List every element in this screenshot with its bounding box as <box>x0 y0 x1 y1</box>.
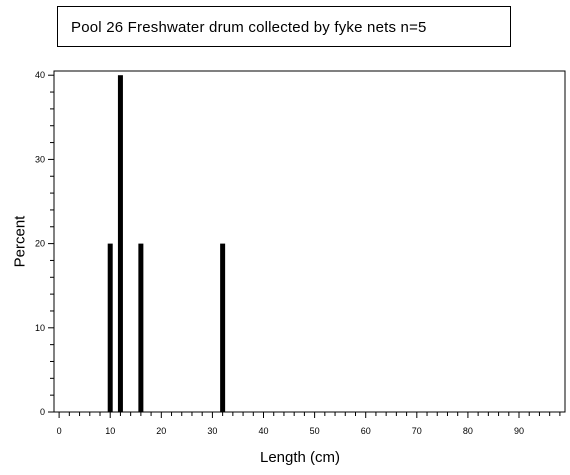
x-tick-label: 70 <box>412 426 422 436</box>
chart-title-box: Pool 26 Freshwater drum collected by fyk… <box>57 6 511 47</box>
x-tick-label: 10 <box>105 426 115 436</box>
y-tick-label: 0 <box>40 407 45 417</box>
bar <box>117 75 123 413</box>
y-axis: 0 10 20 30 40 <box>35 70 54 417</box>
x-tick-label: 30 <box>207 426 217 436</box>
x-tick-label: 50 <box>310 426 320 436</box>
bars-group <box>107 75 226 413</box>
x-tick-label: 80 <box>463 426 473 436</box>
plot-frame <box>53 70 566 413</box>
x-axis-label: Length (cm) <box>260 449 341 466</box>
y-axis-label: Percent <box>11 215 29 268</box>
bar <box>138 243 144 412</box>
y-tick-label: 10 <box>35 323 45 333</box>
x-tick-label: 20 <box>156 426 166 436</box>
bar <box>220 243 226 412</box>
bar <box>107 243 113 412</box>
x-tick-label: 60 <box>361 426 371 436</box>
chart-title: Pool 26 Freshwater drum collected by fyk… <box>71 19 427 36</box>
x-tick-label: 0 <box>57 426 62 436</box>
y-tick-label: 40 <box>35 70 45 80</box>
x-tick-label: 40 <box>259 426 269 436</box>
y-tick-label: 20 <box>35 239 45 249</box>
y-tick-label: 30 <box>35 154 45 164</box>
x-axis: 0 10 20 30 40 50 60 70 80 90 <box>57 412 561 436</box>
x-tick-label: 90 <box>514 426 524 436</box>
